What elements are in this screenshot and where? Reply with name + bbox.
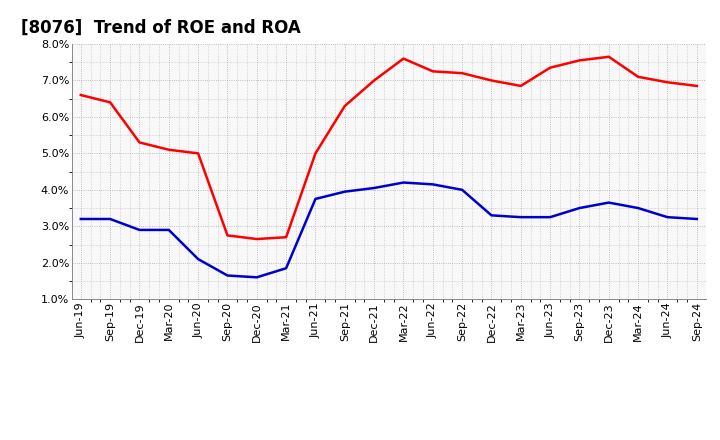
ROE — [487, 78, 496, 83]
ROA — [311, 196, 320, 202]
ROA — [106, 216, 114, 222]
ROE — [311, 151, 320, 156]
ROE — [693, 83, 701, 88]
ROA — [223, 273, 232, 278]
ROA — [341, 189, 349, 194]
ROE — [253, 236, 261, 242]
ROA — [428, 182, 437, 187]
ROA — [194, 257, 202, 262]
ROE — [634, 74, 642, 80]
ROE — [458, 70, 467, 76]
ROE — [399, 56, 408, 61]
ROA — [370, 185, 379, 191]
ROA — [399, 180, 408, 185]
Line: ROE: ROE — [81, 57, 697, 239]
ROA — [634, 205, 642, 211]
ROA — [487, 213, 496, 218]
Line: ROA: ROA — [81, 183, 697, 277]
ROA — [546, 215, 554, 220]
ROE — [663, 80, 672, 85]
Text: [8076]  Trend of ROE and ROA: [8076] Trend of ROE and ROA — [22, 19, 301, 37]
ROE — [194, 151, 202, 156]
ROA — [516, 215, 525, 220]
ROA — [135, 227, 144, 233]
ROA — [605, 200, 613, 205]
ROE — [282, 235, 290, 240]
ROE — [516, 83, 525, 88]
ROE — [135, 140, 144, 145]
ROE — [605, 54, 613, 59]
ROA — [253, 275, 261, 280]
ROE — [164, 147, 173, 152]
ROA — [575, 205, 584, 211]
ROE — [223, 233, 232, 238]
ROE — [428, 69, 437, 74]
ROE — [341, 103, 349, 109]
ROA — [282, 266, 290, 271]
ROE — [546, 65, 554, 70]
ROA — [663, 215, 672, 220]
ROA — [76, 216, 85, 222]
ROE — [370, 78, 379, 83]
ROA — [164, 227, 173, 233]
ROE — [575, 58, 584, 63]
ROE — [76, 92, 85, 98]
ROA — [458, 187, 467, 192]
ROE — [106, 100, 114, 105]
ROA — [693, 216, 701, 222]
